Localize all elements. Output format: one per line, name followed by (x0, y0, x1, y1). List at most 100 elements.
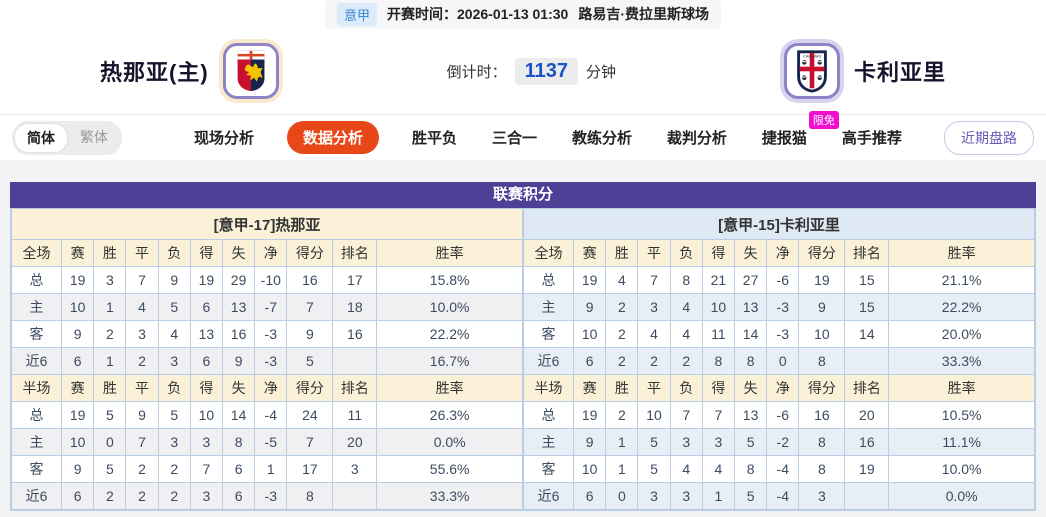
row-label: 主 (522, 293, 575, 321)
stat-cell: 7 (125, 428, 159, 456)
stat-cell: 19 (61, 401, 95, 429)
column-header: 胜率 (376, 239, 523, 267)
stat-cell: 15 (844, 293, 890, 321)
stat-cell: 19 (844, 455, 890, 483)
column-header: 失 (733, 239, 768, 267)
stat-cell: 2 (605, 320, 639, 348)
column-header: 得分 (286, 374, 334, 402)
stat-cell: -2 (766, 428, 800, 456)
genoa-crest-icon (237, 50, 265, 92)
stat-cell: 26.3% (376, 401, 523, 429)
stat-cell: 6 (573, 347, 607, 375)
table-row: 客 10 2 4 4 11 14 -3 10 14 20.0% (522, 320, 1035, 348)
stat-cell: 11 (701, 320, 736, 348)
stat-cell: 2 (125, 482, 159, 510)
stat-cell: 2 (669, 347, 703, 375)
stat-cell: 3 (669, 428, 703, 456)
stat-cell: 10 (701, 293, 736, 321)
nav-bar: 简体 繁体 现场分析 数据分析 胜平负 三合一 教练分析 裁判分析 捷报猫 限免 高手推荐 近期… (0, 111, 1046, 160)
column-header: 得 (189, 239, 224, 267)
stat-cell: 6 (221, 482, 256, 510)
tab-胜平负[interactable]: 胜平负 (411, 130, 457, 147)
stat-cell: 7 (669, 401, 703, 429)
svg-text:CAGLIARI: CAGLIARI (803, 55, 821, 59)
column-header: 失 (221, 239, 256, 267)
stat-cell: 8 (798, 428, 846, 456)
countdown-value: 1137 (514, 57, 579, 85)
stat-cell: 13 (221, 293, 256, 321)
recent-odds-button[interactable]: 近期盘路 (944, 120, 1034, 155)
stat-cell: 16 (221, 320, 256, 348)
tab-高手推荐[interactable]: 高手推荐 (841, 130, 902, 147)
stat-cell: 2 (605, 293, 639, 321)
table-row: 近6 6 2 2 2 8 8 0 8 33.3% (522, 347, 1035, 375)
stat-cell: 9 (573, 428, 607, 456)
league-badge[interactable]: 意甲 (337, 2, 378, 26)
row-label: 近6 (522, 482, 575, 510)
stat-cell: 3 (189, 428, 224, 456)
stat-cell: 15 (844, 266, 890, 294)
stat-cell: 0.0% (888, 482, 1035, 510)
stat-cell: -3 (254, 320, 288, 348)
content-area: 联赛积分 [意甲-17]热那亚 全场赛胜平负得失净得分 排名 胜率总 19 3 7 9 19 29… (0, 160, 1046, 517)
tab-捷报猫[interactable]: 捷报猫 限免 (760, 111, 839, 154)
column-header: 半场 (10, 374, 63, 402)
stat-cell: 7 (189, 455, 224, 483)
tab-数据分析[interactable]: 数据分析 (286, 121, 379, 154)
stat-cell: 6 (221, 455, 256, 483)
column-header: 全场 (10, 239, 63, 267)
table-row: 总 19 2 10 7 7 13 -6 16 20 10.5% (522, 401, 1035, 429)
stat-cell: 3 (637, 293, 671, 321)
column-header: 净 (254, 374, 288, 402)
stat-cell: -6 (766, 401, 800, 429)
stat-cell: 1 (93, 347, 127, 375)
tab-三合一[interactable]: 三合一 (491, 130, 537, 147)
stat-cell: 16 (332, 320, 378, 348)
stat-cell: 3 (637, 482, 671, 510)
stat-cell: 2 (605, 347, 639, 375)
row-label: 总 (10, 266, 63, 294)
stat-cell: 10.0% (888, 455, 1035, 483)
stat-cell: 33.3% (376, 482, 523, 510)
row-label: 客 (10, 320, 63, 348)
column-header: 得 (701, 374, 736, 402)
lang-traditional[interactable]: 繁体 (80, 128, 108, 145)
table-row: 总 19 4 7 8 21 27 -6 19 15 21.1% (522, 266, 1035, 294)
stat-cell: 3 (125, 320, 159, 348)
match-info-strip: 意甲 开赛时间：2026-01-13 01:30 路易吉·费拉里斯球场 (0, 0, 1046, 29)
stat-cell: 10.0% (376, 293, 523, 321)
tab-教练分析[interactable]: 教练分析 (571, 130, 632, 147)
stat-cell: 27 (733, 266, 768, 294)
stat-cell: 0.0% (376, 428, 523, 456)
stat-cell: 10.5% (888, 401, 1035, 429)
stat-cell (844, 347, 890, 375)
stat-cell: 4 (669, 293, 703, 321)
tab-现场分析[interactable]: 现场分析 (194, 130, 255, 147)
stat-cell: 6 (573, 482, 607, 510)
stat-cell: 14 (733, 320, 768, 348)
stat-cell: 6 (61, 482, 95, 510)
stat-cell: 22.2% (888, 293, 1035, 321)
stat-cell: -3 (766, 293, 800, 321)
stat-cell: 19 (798, 266, 846, 294)
column-header: 半场 (522, 374, 575, 402)
stat-cell: 19 (573, 401, 607, 429)
lang-simplified[interactable]: 简体 (14, 122, 68, 153)
stat-cell: 17 (286, 455, 334, 483)
table-title: 联赛积分 (10, 182, 1036, 208)
tab-裁判分析[interactable]: 裁判分析 (666, 130, 727, 147)
column-header: 赛 (61, 239, 95, 267)
stat-cell: 5 (286, 347, 334, 375)
column-header: 赛 (573, 239, 607, 267)
stat-cell: 8 (733, 347, 768, 375)
stat-cell: 5 (93, 455, 127, 483)
stat-cell: 22.2% (376, 320, 523, 348)
stat-cell: 16.7% (376, 347, 523, 375)
stat-cell: 55.6% (376, 455, 523, 483)
stat-cell: 16 (844, 428, 890, 456)
column-header: 失 (733, 374, 768, 402)
stat-cell: 14 (221, 401, 256, 429)
stat-cell: 7 (637, 266, 671, 294)
stat-cell: 10 (637, 401, 671, 429)
countdown-unit: 分钟 (586, 63, 617, 81)
